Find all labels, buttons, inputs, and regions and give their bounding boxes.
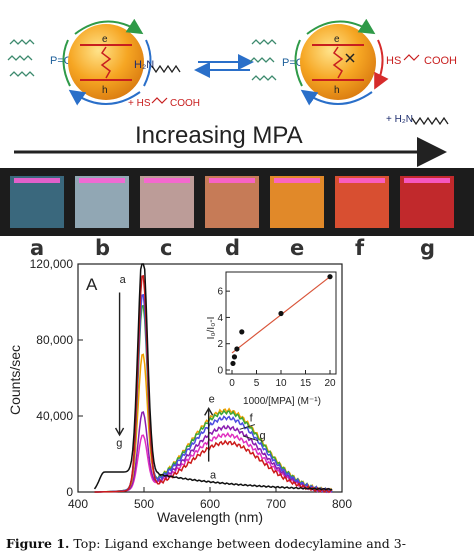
vial-f [335,176,389,228]
vial-meniscus [209,178,255,183]
x-tick-label: 500 [134,497,154,511]
vial-label-e: e [290,236,304,260]
vial-body [335,176,389,228]
x-tick-label: 700 [266,497,286,511]
vial-label-c: c [160,236,172,260]
inset-y-tick-label: 0 [217,366,223,377]
inset-frame [226,272,336,374]
increasing-mpa-label: Increasing MPA [135,122,303,149]
vial-meniscus [144,178,190,183]
y-tick-label: 40,000 [36,409,73,423]
inset-y-tick-label: 6 [217,287,223,298]
vial-labels: a b c d e f g [0,236,474,260]
y-axis: 0 40,000 80,000 120,000 [30,258,83,499]
vial-e [270,176,324,228]
vial-a [10,176,64,228]
ligand-exchange-scheme: P=O e h H₂N + HS COOH P=O [0,0,474,170]
vial-body [140,176,194,228]
inset-y-tick-label: 4 [217,313,223,324]
y-axis-label: Counts/sec [7,345,23,415]
vial-label-d: d [225,236,240,260]
x-axis-label: Wavelength (nm) [157,509,263,525]
inset-data-point [278,311,283,316]
left-wavy-chains [8,40,34,76]
vial-d [205,176,259,228]
vial-photo-strip [0,168,474,236]
amine-chain [152,66,180,72]
y-tick-label: 120,000 [30,258,74,271]
vial-body [205,176,259,228]
vial-body [400,176,454,228]
vial-label-f: f [355,236,364,260]
panel-label: A [86,275,98,294]
x-tick-label: 400 [68,497,88,511]
vial-label-b: b [95,236,110,260]
inset-y-tick-label: 2 [217,339,223,350]
inset-x-label: 1000/[MPA] (M⁻¹) [243,396,321,407]
inset-data-point [232,354,237,359]
annotation-a: a [210,470,217,482]
annotation-a: a [120,274,127,286]
right-hole-label: h [334,85,340,96]
y-tick-label: 80,000 [36,333,73,347]
inset-x-tick-label: 20 [324,378,336,389]
inset-x-tick-label: 0 [229,378,235,389]
inset-data-point [234,346,239,351]
right-electron-label: e [334,34,340,45]
left-hole-label: h [102,85,108,96]
mpa-right-tail: COOH [424,55,457,67]
inset-y-label: I₀/I₀-I [206,317,217,340]
vial-body [75,176,129,228]
amine-right-label: + H₂N [386,114,413,125]
caption-text: Top: Ligand exchange between dodecylamin… [69,536,406,551]
vial-meniscus [79,178,125,183]
annotation-g: g [260,430,266,442]
vial-label-a: a [30,236,44,260]
inset-data-point [239,329,244,334]
vial-meniscus [14,178,60,183]
inset-data-point [327,274,332,279]
mpa-left-label: + HS [128,98,151,109]
vial-body [10,176,64,228]
figure-caption: Figure 1. Top: Ligand exchange between d… [6,536,474,551]
right-wavy-chains [250,40,276,80]
inset-data-point [230,361,235,366]
mpa-right-label: HS [386,55,401,67]
mpa-left-tail: COOH [170,98,200,109]
vial-c [140,176,194,228]
left-electron-label: e [102,34,108,45]
caption-figure-number: Figure 1. [6,536,69,551]
vial-g [400,176,454,228]
x-tick-label: 800 [332,497,352,511]
amine-label: H₂N [134,59,154,71]
vial-meniscus [274,178,320,183]
inset-x-tick-label: 5 [254,378,260,389]
annotation-g: g [116,437,122,449]
annotation-e: e [209,394,215,406]
vial-label-g: g [420,236,435,260]
vial-meniscus [339,178,385,183]
vial-meniscus [404,178,450,183]
inset-x-tick-label: 15 [300,378,312,389]
vial-b [75,176,129,228]
inset-x-tick-label: 10 [275,378,287,389]
vial-body [270,176,324,228]
